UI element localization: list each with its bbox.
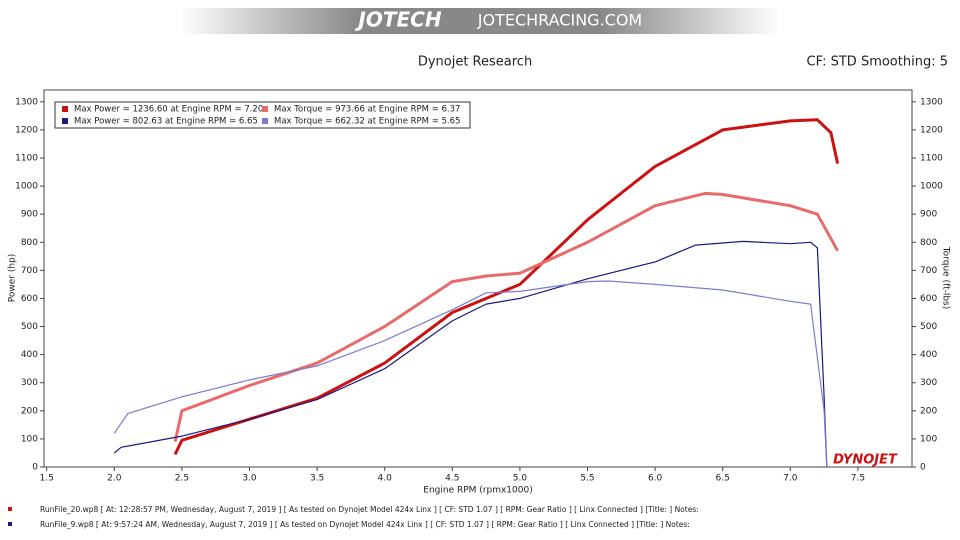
legend-label: Max Torque = 973.66 at Engine RPM = 6.37 [274,105,460,115]
y2-tick-label: 200 [920,406,937,416]
y-tick-label: 1000 [15,182,38,192]
y-tick-label: 1300 [15,97,38,107]
y-tick-label: 300 [21,378,38,388]
legend-swatch [62,106,68,112]
x-tick-label: 5.0 [513,474,528,484]
y2-tick-label: 1100 [920,153,943,163]
x-tick-label: 3.0 [242,474,257,484]
note-marker [8,522,12,526]
y2-tick-label: 400 [920,350,937,360]
y-tick-label: 200 [21,406,38,416]
note-marker [8,507,12,511]
x-tick-label: 7.5 [851,474,865,484]
logo-bg [822,452,908,466]
y-tick-label: 500 [21,322,38,332]
banner-logo: JOTECH [354,8,441,32]
y2-tick-label: 0 [920,463,926,473]
y2-tick-label: 800 [920,238,937,248]
y2-tick-label: 600 [920,294,937,304]
y2-tick-label: 900 [920,210,937,220]
x-tick-label: 2.0 [107,474,122,484]
legend-label: Max Power = 802.63 at Engine RPM = 6.65 [74,117,258,127]
x-tick-label: 3.5 [310,474,324,484]
y-tick-label: 900 [21,210,38,220]
series-line [173,191,839,443]
y-tick-label: 800 [21,238,38,248]
y-tick-label: 100 [21,434,38,444]
y2-tick-label: 300 [920,378,937,388]
run-note: RunFile_9.wp8 [ At: 9:57:24 AM, Wednesda… [40,520,690,529]
x-tick-label: 4.5 [445,474,459,484]
y-tick-label: 0 [32,463,38,473]
y-tick-label: 700 [21,266,38,276]
dynojet-logo: DYNOJET [833,453,898,468]
run-note: RunFile_20.wp8 [ At: 12:28:57 PM, Wednes… [40,505,699,514]
subtitle: CF: STD Smoothing: 5 [807,55,948,70]
y2-tick-label: 1200 [920,125,943,135]
x-tick-label: 7.0 [783,474,798,484]
y2-tick-label: 700 [920,266,937,276]
y2-axis-label: Torque (ft-lbs) [941,246,951,310]
x-tick-label: 5.5 [580,474,594,484]
y2-tick-label: 100 [920,434,937,444]
banner-site: JOTECHRACING.COM [477,11,642,30]
legend-swatch [262,106,268,112]
y2-tick-label: 1000 [920,182,943,192]
x-tick-label: 6.0 [648,474,663,484]
legend-swatch [262,118,268,124]
y-tick-label: 1100 [15,153,38,163]
series-line [113,240,828,468]
x-tick-label: 2.5 [175,474,189,484]
y-axis-label: Power (hp) [8,254,18,303]
y-tick-label: 400 [21,350,38,360]
banner [180,8,780,34]
x-tick-label: 1.5 [40,474,54,484]
chart-title: Dynojet Research [418,55,532,70]
legend-label: Max Torque = 662.32 at Engine RPM = 5.65 [274,117,460,127]
series-line [113,280,828,468]
y-tick-label: 1200 [15,125,38,135]
legend-swatch [62,118,68,124]
legend-label: Max Power = 1236.60 at Engine RPM = 7.20 [74,105,263,115]
y-tick-label: 600 [21,294,38,304]
x-tick-label: 6.5 [716,474,730,484]
x-tick-label: 4.0 [378,474,393,484]
y2-tick-label: 1300 [920,97,943,107]
y2-tick-label: 500 [920,322,937,332]
x-axis-label: Engine RPM (rpmx1000) [423,486,532,496]
